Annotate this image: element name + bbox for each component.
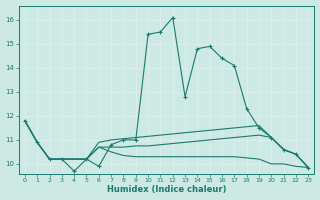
X-axis label: Humidex (Indice chaleur): Humidex (Indice chaleur) xyxy=(107,185,226,194)
